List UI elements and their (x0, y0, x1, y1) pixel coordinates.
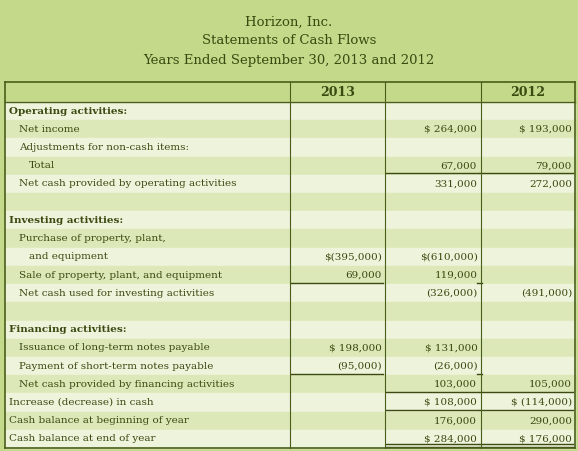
Bar (5, 138, 575, 156)
Bar (5, 102, 575, 120)
Bar (5, 430, 575, 448)
Text: $ (114,000): $ (114,000) (511, 398, 572, 407)
Text: Statements of Cash Flows: Statements of Cash Flows (202, 34, 376, 47)
Text: 119,000: 119,000 (435, 271, 478, 280)
Text: $ 108,000: $ 108,000 (424, 398, 477, 407)
Text: Net cash used for investing activities: Net cash used for investing activities (19, 289, 214, 298)
Text: (95,000): (95,000) (338, 362, 382, 371)
Bar (5, 156, 575, 175)
Text: 67,000: 67,000 (440, 161, 477, 170)
Bar (5, 175, 575, 193)
Text: $ 193,000: $ 193,000 (519, 125, 572, 134)
Text: Financing activities:: Financing activities: (9, 325, 127, 334)
Text: $ 198,000: $ 198,000 (329, 343, 382, 352)
Text: 2013: 2013 (320, 86, 355, 98)
Text: (326,000): (326,000) (426, 289, 477, 298)
Bar (5, 302, 575, 321)
Text: Payment of short-term notes payable: Payment of short-term notes payable (19, 362, 213, 371)
Bar (0, 0, 578, 82)
Text: 290,000: 290,000 (529, 416, 572, 425)
Text: Investing activities:: Investing activities: (9, 216, 123, 225)
Text: Purchase of property, plant,: Purchase of property, plant, (19, 234, 166, 243)
Text: $ 264,000: $ 264,000 (424, 125, 477, 134)
Text: Increase (decrease) in cash: Increase (decrease) in cash (9, 398, 154, 407)
Text: and equipment: and equipment (29, 252, 108, 261)
Text: Operating activities:: Operating activities: (9, 106, 127, 115)
Bar (5, 120, 575, 138)
Text: 105,000: 105,000 (529, 380, 572, 389)
Bar (5, 284, 575, 302)
Bar (5, 193, 575, 211)
Bar (5, 357, 575, 375)
Text: Issuance of long-term notes payable: Issuance of long-term notes payable (19, 343, 210, 352)
Text: 272,000: 272,000 (529, 179, 572, 189)
Text: Years Ended September 30, 2013 and 2012: Years Ended September 30, 2013 and 2012 (143, 54, 435, 67)
Bar (5, 211, 575, 230)
Text: $ 284,000: $ 284,000 (424, 434, 477, 443)
Text: 2012: 2012 (510, 86, 546, 98)
Text: Horizon, Inc.: Horizon, Inc. (246, 16, 332, 29)
Text: $(395,000): $(395,000) (324, 252, 382, 261)
Bar (5, 266, 575, 284)
Text: 79,000: 79,000 (536, 161, 572, 170)
Bar (5, 412, 575, 430)
Text: $(610,000): $(610,000) (420, 252, 478, 261)
Text: Total: Total (29, 161, 55, 170)
Text: Cash balance at beginning of year: Cash balance at beginning of year (9, 416, 189, 425)
Text: Net cash provided by financing activities: Net cash provided by financing activitie… (19, 380, 234, 389)
Text: Net cash provided by operating activities: Net cash provided by operating activitie… (19, 179, 236, 189)
Text: 331,000: 331,000 (434, 179, 477, 189)
Bar (5, 393, 575, 412)
Text: (26,000): (26,000) (434, 362, 478, 371)
Text: $ 131,000: $ 131,000 (425, 343, 478, 352)
Text: 103,000: 103,000 (434, 380, 477, 389)
Text: 69,000: 69,000 (346, 271, 382, 280)
Text: Net income: Net income (19, 125, 80, 134)
Text: 176,000: 176,000 (434, 416, 477, 425)
Text: Sale of property, plant, and equipment: Sale of property, plant, and equipment (19, 271, 222, 280)
Text: Cash balance at end of year: Cash balance at end of year (9, 434, 155, 443)
Bar (5, 321, 575, 339)
Bar (5, 339, 575, 357)
Bar (5, 230, 575, 248)
Bar (5, 248, 575, 266)
Text: (491,000): (491,000) (521, 289, 572, 298)
Bar (5, 82, 575, 102)
Text: $ 176,000: $ 176,000 (519, 434, 572, 443)
Text: Adjustments for non-cash items:: Adjustments for non-cash items: (19, 143, 189, 152)
Bar (5, 375, 575, 393)
